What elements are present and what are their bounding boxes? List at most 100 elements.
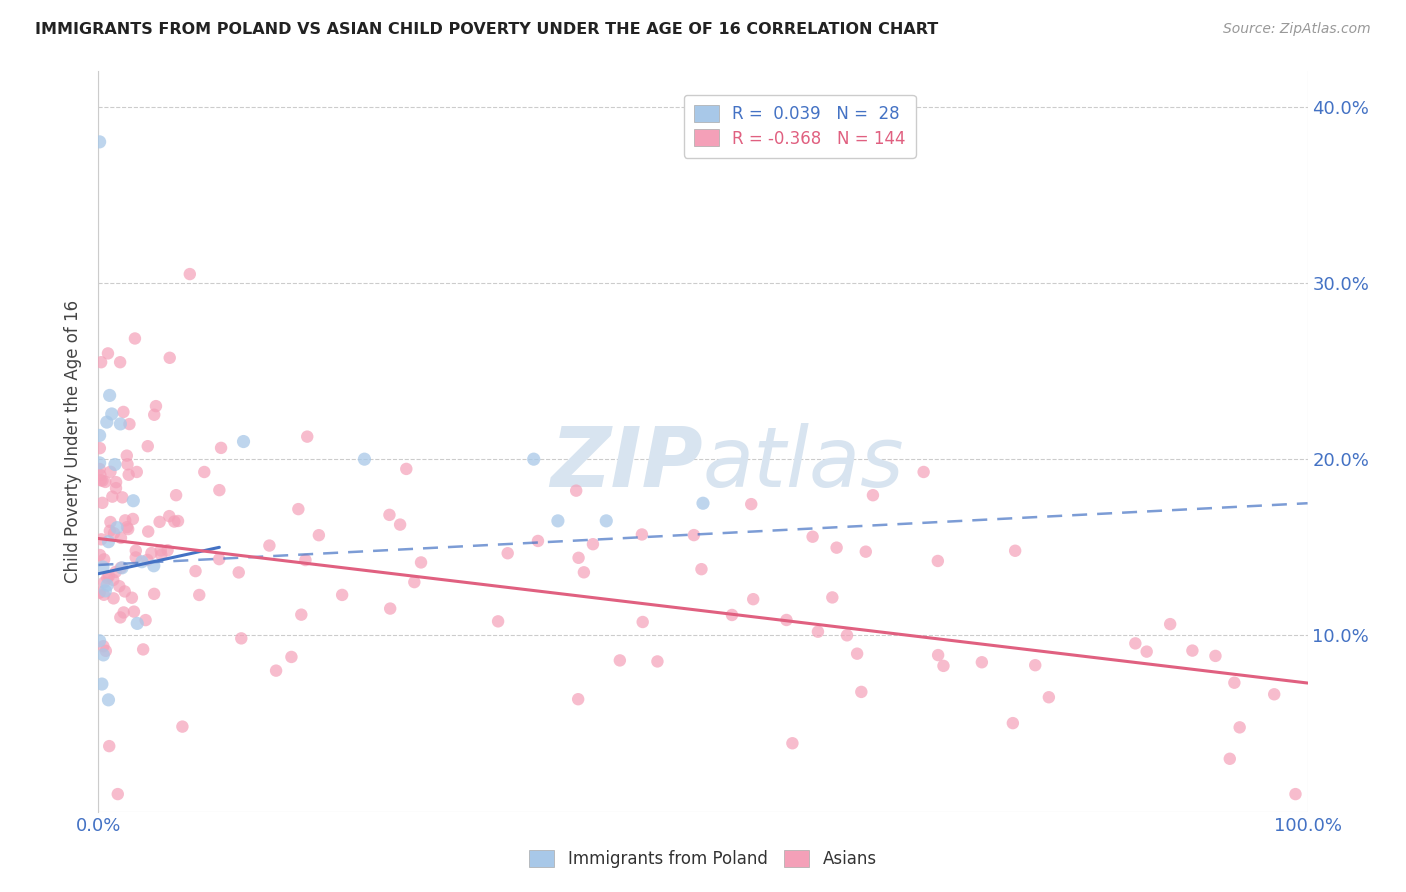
Point <box>90 533 112 547</box>
Point <box>103 573 125 587</box>
Point <box>280 649 302 664</box>
Point <box>91 474 114 488</box>
Point <box>107 787 129 801</box>
Point <box>259 539 281 553</box>
Point <box>409 556 432 570</box>
Point <box>782 736 804 750</box>
Point <box>683 528 706 542</box>
Point <box>89 456 111 470</box>
Point <box>184 564 207 578</box>
Point <box>121 591 143 605</box>
Y-axis label: Child Poverty Under the Age of 16: Child Poverty Under the Age of 16 <box>63 300 82 583</box>
Point <box>104 565 127 579</box>
Point <box>692 496 714 510</box>
Point <box>609 653 631 667</box>
Point <box>93 648 115 662</box>
Point <box>721 607 744 622</box>
Point <box>208 552 231 566</box>
Point <box>1181 643 1204 657</box>
Point <box>89 633 111 648</box>
Point <box>647 655 669 669</box>
Point <box>172 720 194 734</box>
Point <box>97 569 120 583</box>
Point <box>927 648 949 662</box>
Point <box>125 465 148 479</box>
Point <box>111 561 134 575</box>
Point <box>149 515 172 529</box>
Point <box>1219 752 1241 766</box>
Point <box>404 575 426 590</box>
Text: Source: ZipAtlas.com: Source: ZipAtlas.com <box>1223 22 1371 37</box>
Point <box>100 407 122 421</box>
Point <box>851 685 873 699</box>
Point <box>105 475 128 490</box>
Legend: Immigrants from Poland, Asians: Immigrants from Poland, Asians <box>523 843 883 875</box>
Point <box>582 537 605 551</box>
Point <box>114 584 136 599</box>
Point <box>100 465 122 479</box>
Point <box>103 526 125 541</box>
Point <box>1125 636 1147 650</box>
Point <box>568 550 591 565</box>
Point <box>96 578 118 592</box>
Point <box>122 493 145 508</box>
Point <box>104 481 127 495</box>
Point <box>740 497 762 511</box>
Point <box>89 441 111 455</box>
Point <box>90 677 112 691</box>
Point <box>108 579 131 593</box>
Legend: R =  0.039   N =  28, R = -0.368   N = 144: R = 0.039 N = 28, R = -0.368 N = 144 <box>683 95 915 158</box>
Point <box>143 587 166 601</box>
Point <box>89 135 111 149</box>
Point <box>89 428 111 442</box>
Point <box>287 502 309 516</box>
Point <box>94 583 117 598</box>
Point <box>132 642 155 657</box>
Point <box>486 615 509 629</box>
Point <box>308 528 330 542</box>
Point <box>104 458 127 472</box>
Point <box>105 520 128 534</box>
Point <box>167 514 190 528</box>
Point <box>232 434 254 449</box>
Point <box>807 624 830 639</box>
Point <box>567 692 589 706</box>
Point <box>1223 675 1246 690</box>
Point <box>89 585 111 599</box>
Point <box>801 530 824 544</box>
Point <box>93 552 115 566</box>
Point <box>912 465 935 479</box>
Point <box>131 555 153 569</box>
Point <box>93 575 115 590</box>
Point <box>572 566 595 580</box>
Point <box>110 531 132 545</box>
Point <box>523 452 546 467</box>
Point <box>927 554 949 568</box>
Point <box>115 520 138 534</box>
Point <box>821 591 844 605</box>
Point <box>98 388 121 402</box>
Point <box>117 522 139 536</box>
Point <box>742 592 765 607</box>
Point <box>125 543 148 558</box>
Point <box>825 541 848 555</box>
Point <box>932 659 955 673</box>
Point <box>98 524 121 538</box>
Point <box>110 417 132 431</box>
Point <box>165 488 187 502</box>
Point <box>1159 617 1181 632</box>
Point <box>145 399 167 413</box>
Point <box>110 560 132 574</box>
Point <box>122 605 145 619</box>
Point <box>395 462 418 476</box>
Point <box>380 601 402 615</box>
Point <box>389 517 412 532</box>
Point <box>136 553 159 567</box>
Point <box>862 488 884 502</box>
Point <box>96 415 118 429</box>
Point <box>93 588 115 602</box>
Point <box>124 331 146 345</box>
Point <box>855 544 877 558</box>
Point <box>353 452 375 467</box>
Point <box>90 473 112 487</box>
